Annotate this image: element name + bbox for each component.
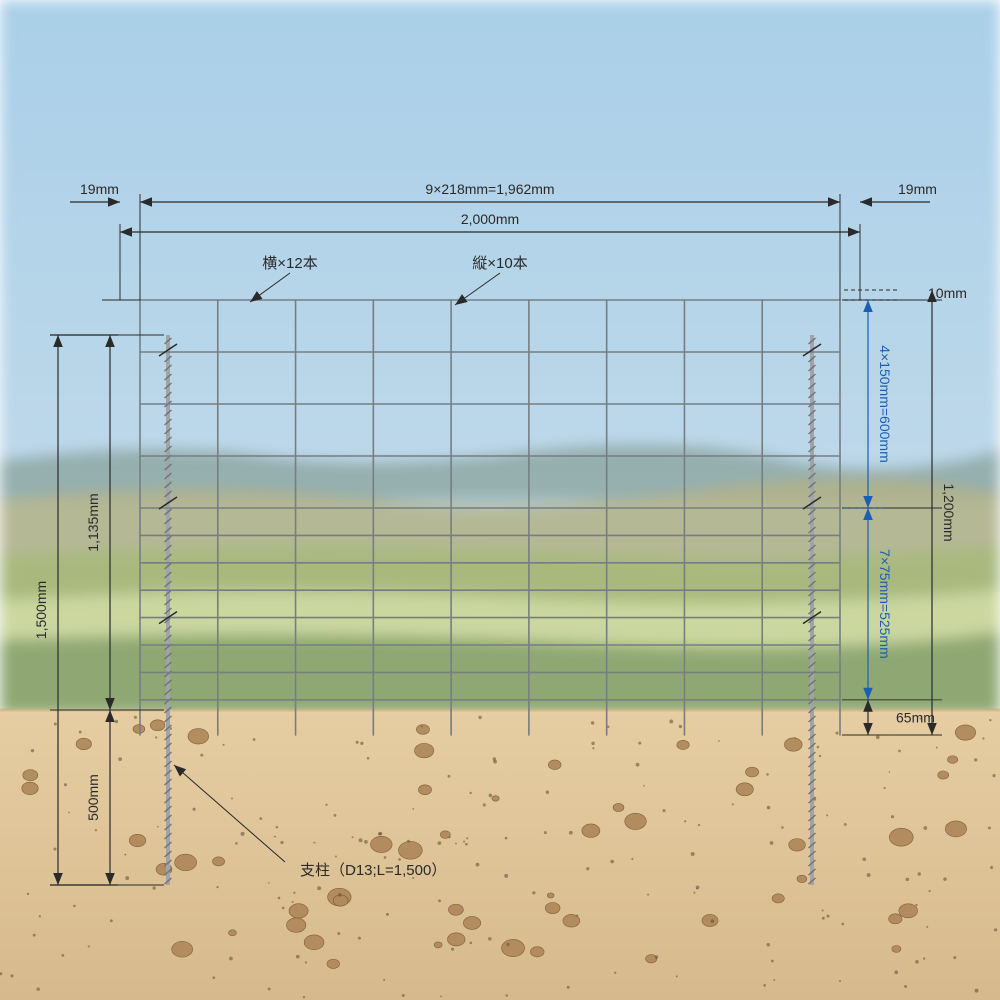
dim-label: 1,500mm (33, 581, 49, 639)
label-vertical-wires: 縦×10本 (472, 255, 527, 272)
fence-diagram: 9×218mm=1,962mm 2,000mm 19mm 19mm 横×12本 縦×10本… (0, 0, 1000, 1000)
dim-label: 7×75mm=525mm (877, 549, 893, 659)
dim-label: 19mm (80, 181, 119, 197)
dim-label: 4×150mm=600mm (877, 345, 893, 463)
dim-label: 1,200mm (941, 483, 957, 541)
dim-label: 65mm (896, 709, 935, 725)
dim-label: 500mm (85, 774, 101, 821)
dim-label: 2,000mm (461, 211, 519, 227)
label-post-spec: 支柱（D13;L=1,500） (300, 862, 446, 879)
ground (0, 710, 1000, 1000)
dim-label: 1,135mm (85, 493, 101, 551)
dim-label: 19mm (898, 181, 937, 197)
dim-label: 9×218mm=1,962mm (425, 181, 554, 197)
label-horizontal-wires: 横×12本 (262, 255, 317, 272)
background (0, 0, 1000, 715)
